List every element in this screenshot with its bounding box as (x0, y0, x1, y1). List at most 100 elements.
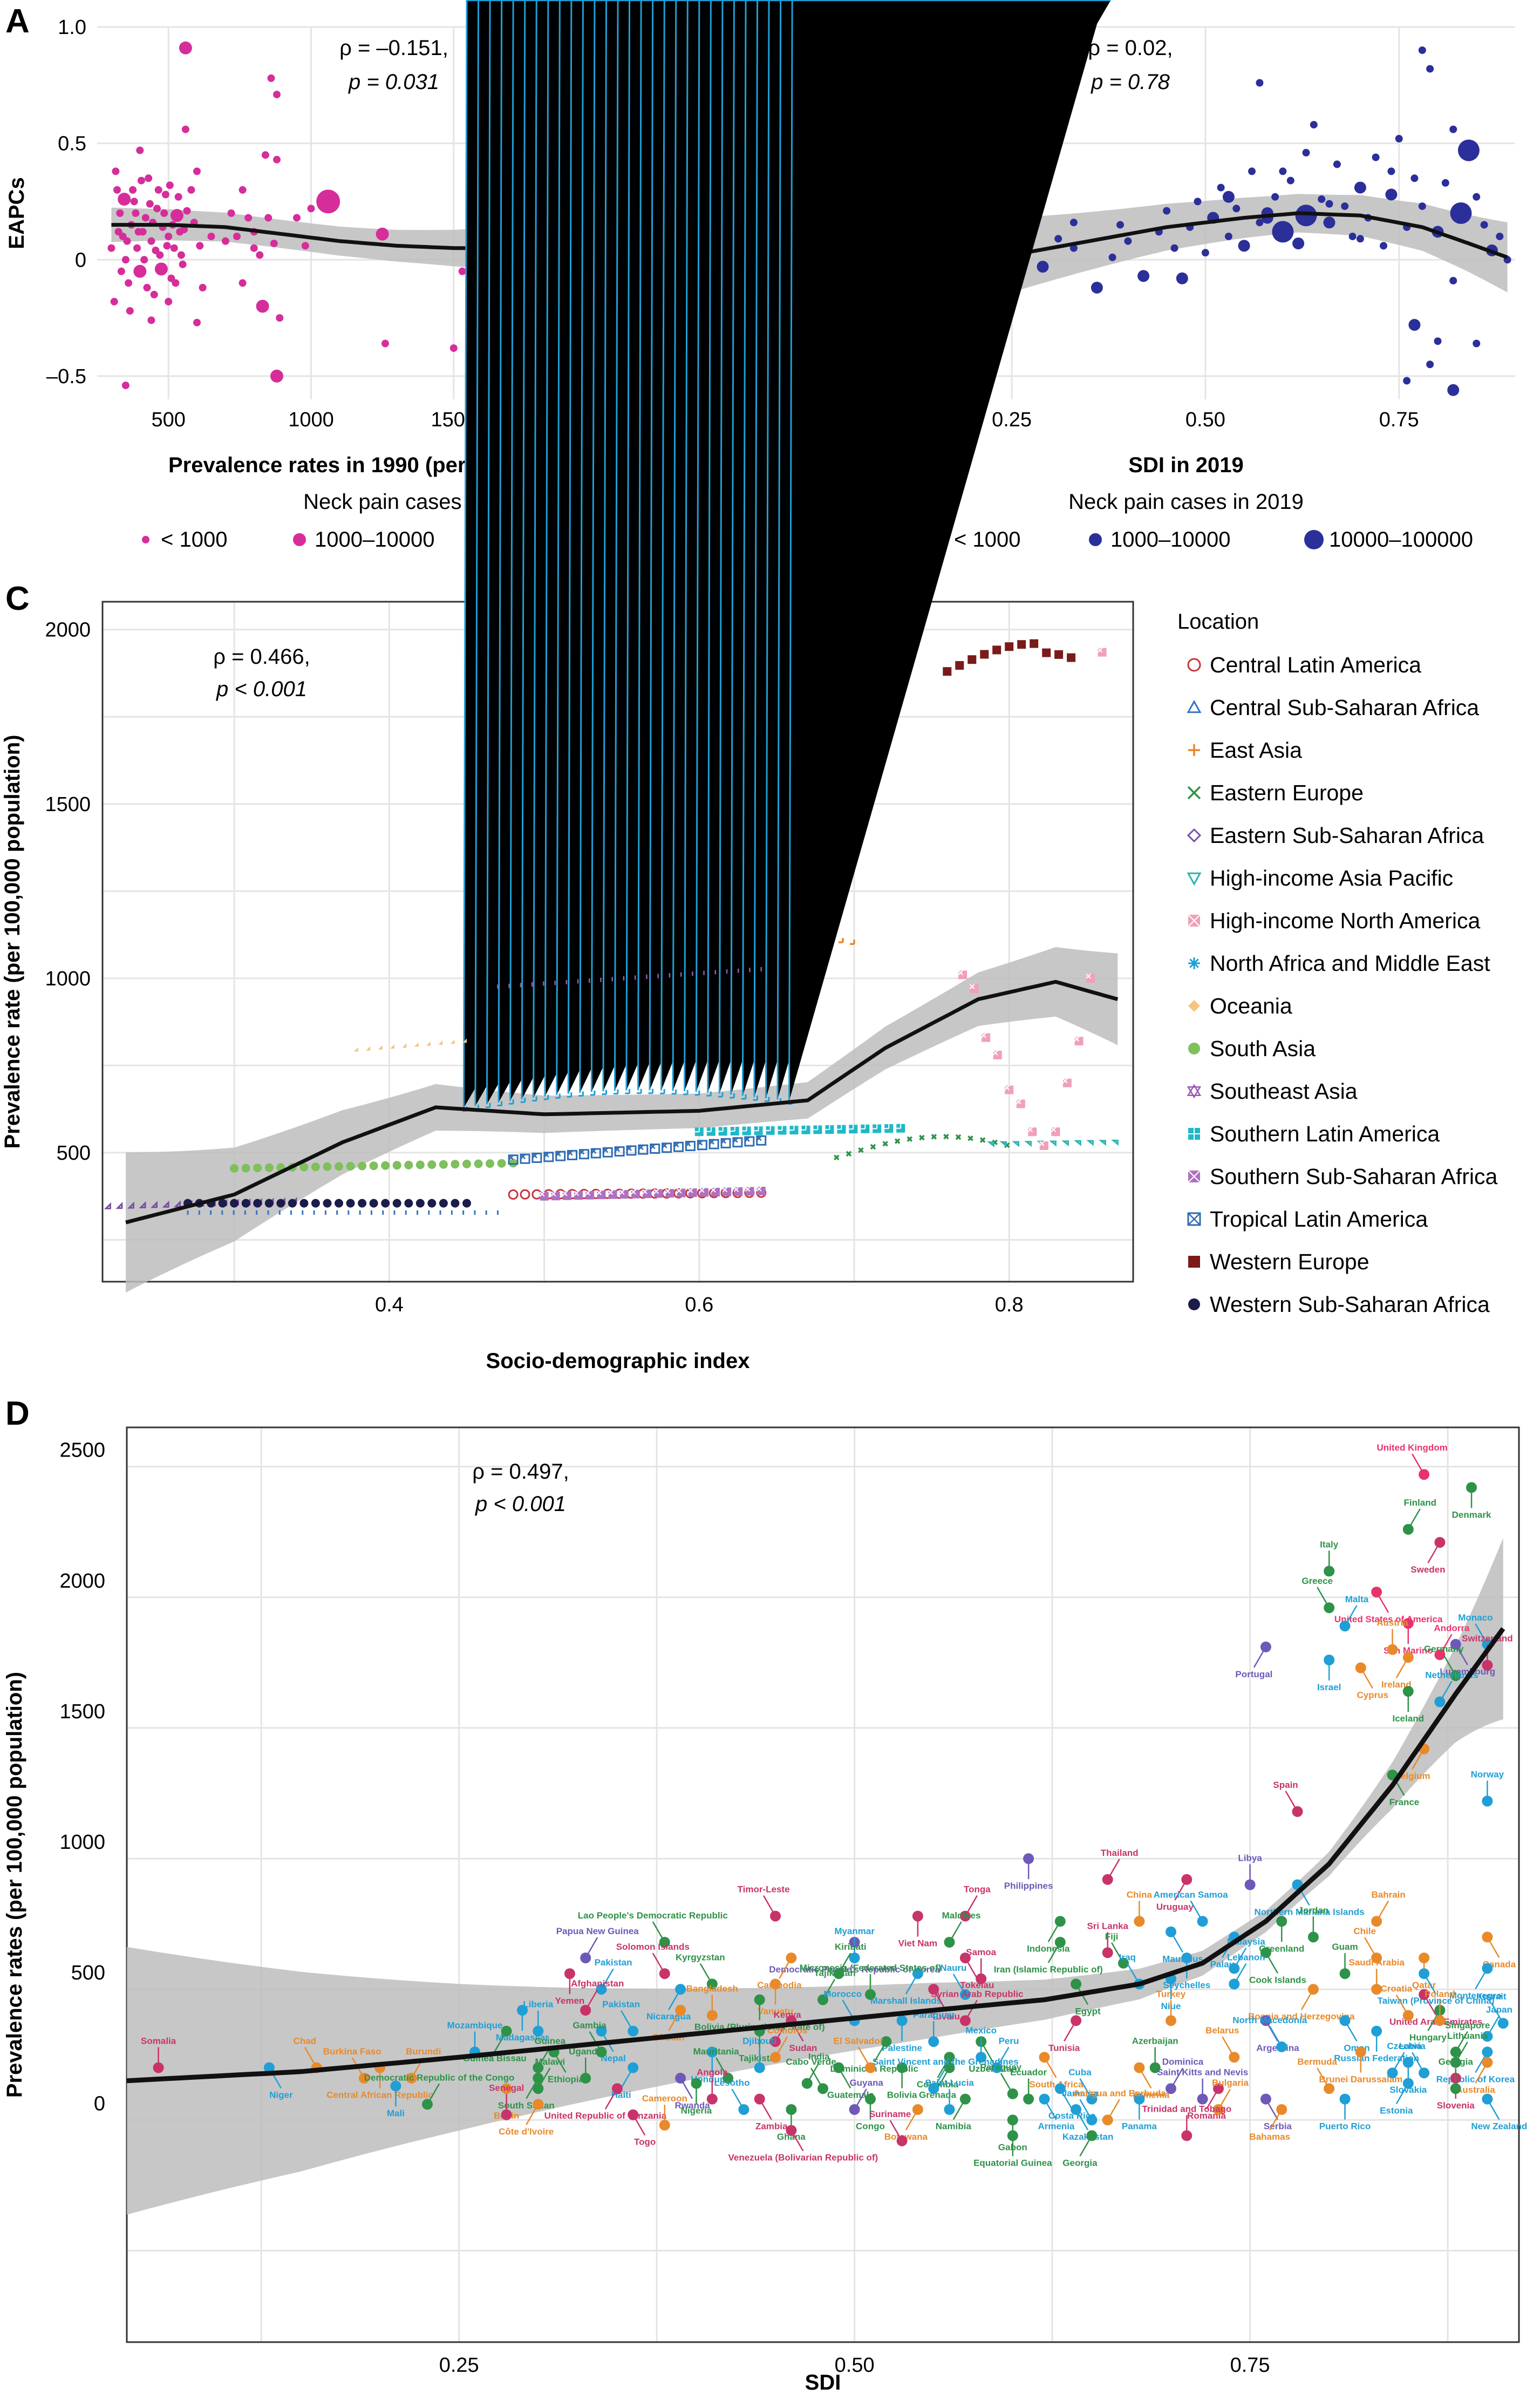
data-point (174, 193, 182, 201)
data-point (227, 209, 235, 217)
data-point (770, 1978, 781, 1990)
data-point (817, 1994, 828, 2005)
p-annotation: p = 0.78 (1091, 70, 1170, 94)
series-marker (414, 1042, 419, 1047)
series-marker (1042, 648, 1051, 657)
point-label: Senegal (489, 2083, 524, 2093)
data-point (1457, 139, 1480, 161)
data-point (133, 244, 141, 252)
point-label: Georgia (1062, 2158, 1098, 2168)
data-point (1395, 135, 1403, 142)
point-label: Dominica (1162, 2057, 1204, 2067)
data-point (207, 233, 215, 241)
data-point (1197, 1916, 1208, 1927)
point-label: Libya (1238, 1853, 1262, 1863)
series-marker (335, 1199, 343, 1208)
series-marker (756, 1186, 762, 1192)
data-point (1217, 183, 1225, 192)
data-point (123, 237, 131, 245)
point-label: Peru (999, 2036, 1019, 2046)
point-label: Qatar (1412, 1980, 1436, 1990)
legend-label: South Asia (1210, 1036, 1316, 1061)
data-point (1091, 282, 1103, 294)
data-point (1286, 176, 1294, 185)
series-marker (733, 1137, 738, 1143)
data-point (161, 190, 169, 199)
data-point (1371, 2025, 1382, 2037)
data-point (1102, 1947, 1113, 1958)
data-point (1134, 1916, 1145, 1927)
point-label: Slovenia (1437, 2100, 1475, 2111)
data-point (1116, 221, 1124, 229)
point-label: United Republic of Tanzania (544, 2111, 667, 2121)
data-point (865, 2093, 876, 2105)
series-marker (1188, 1000, 1200, 1012)
point-label: Palestine (882, 2043, 922, 2053)
series-marker (837, 1125, 842, 1130)
data-point (580, 1952, 591, 1964)
point-label: Tonga (964, 1884, 991, 1895)
point-label: Hungary (1409, 2032, 1447, 2043)
data-point (959, 1910, 971, 1922)
data-point (1354, 181, 1366, 194)
series-marker (579, 1149, 585, 1155)
data-point (133, 264, 147, 278)
point-label: Egypt (1075, 2006, 1101, 2017)
data-point (239, 279, 247, 287)
series-marker (1030, 639, 1039, 648)
series-marker (858, 1147, 864, 1153)
x-axis-label: Socio-demographic index (486, 1349, 750, 1373)
data-point (1118, 1957, 1129, 1969)
data-point (1434, 1696, 1446, 1707)
series-marker (766, 1126, 771, 1131)
data-point (270, 240, 278, 248)
data-point (147, 316, 155, 324)
series-marker (896, 1124, 902, 1129)
series-marker (1039, 1141, 1045, 1146)
series-marker (1188, 1170, 1201, 1183)
point-label: India (808, 2052, 830, 2062)
series-marker (873, 1124, 878, 1130)
point-label: Central African Republic (326, 2090, 433, 2100)
point-label: Russian Federation (1334, 2053, 1419, 2064)
data-point (1371, 1984, 1382, 1995)
series-marker (1054, 650, 1064, 659)
data-point (1419, 1469, 1430, 1480)
data-point (801, 2078, 813, 2089)
data-point (141, 214, 149, 222)
series-marker (415, 1160, 425, 1169)
series-marker (288, 1199, 297, 1208)
series-marker (676, 1188, 682, 1194)
data-point (1086, 2093, 1098, 2105)
series-marker (754, 1126, 759, 1132)
series-marker (264, 1163, 274, 1172)
data-point (628, 2109, 639, 2120)
series-marker (687, 1188, 693, 1193)
data-point (596, 2025, 607, 2037)
data-point (154, 186, 162, 194)
y-tick-label: 1.0 (58, 16, 86, 39)
data-point (171, 209, 183, 222)
point-label: El Salvador (834, 2036, 884, 2046)
point-label: Morocco (823, 1989, 862, 1999)
data-point (770, 1910, 781, 1922)
data-point (116, 209, 124, 217)
point-label: Andorra (1434, 1623, 1470, 1633)
point-label: Chile (1353, 1926, 1376, 1936)
series-marker (846, 1151, 852, 1157)
data-point (1402, 1618, 1414, 1629)
series-marker (415, 1199, 425, 1208)
point-label: Saudi Arabia (1348, 1957, 1405, 1968)
data-point (1310, 121, 1318, 129)
data-point (1054, 2083, 1066, 2094)
point-label: Jordan (1298, 1905, 1329, 1915)
point-label: Ecuador (1010, 2067, 1047, 2078)
data-point (1339, 1968, 1351, 1979)
data-point (1039, 2093, 1050, 2105)
data-point (1402, 2010, 1414, 2021)
data-point (112, 167, 120, 175)
point-label: Liberia (523, 1999, 553, 2010)
data-point (1318, 195, 1326, 203)
data-point (1402, 1523, 1414, 1535)
series-marker (673, 1142, 679, 1148)
